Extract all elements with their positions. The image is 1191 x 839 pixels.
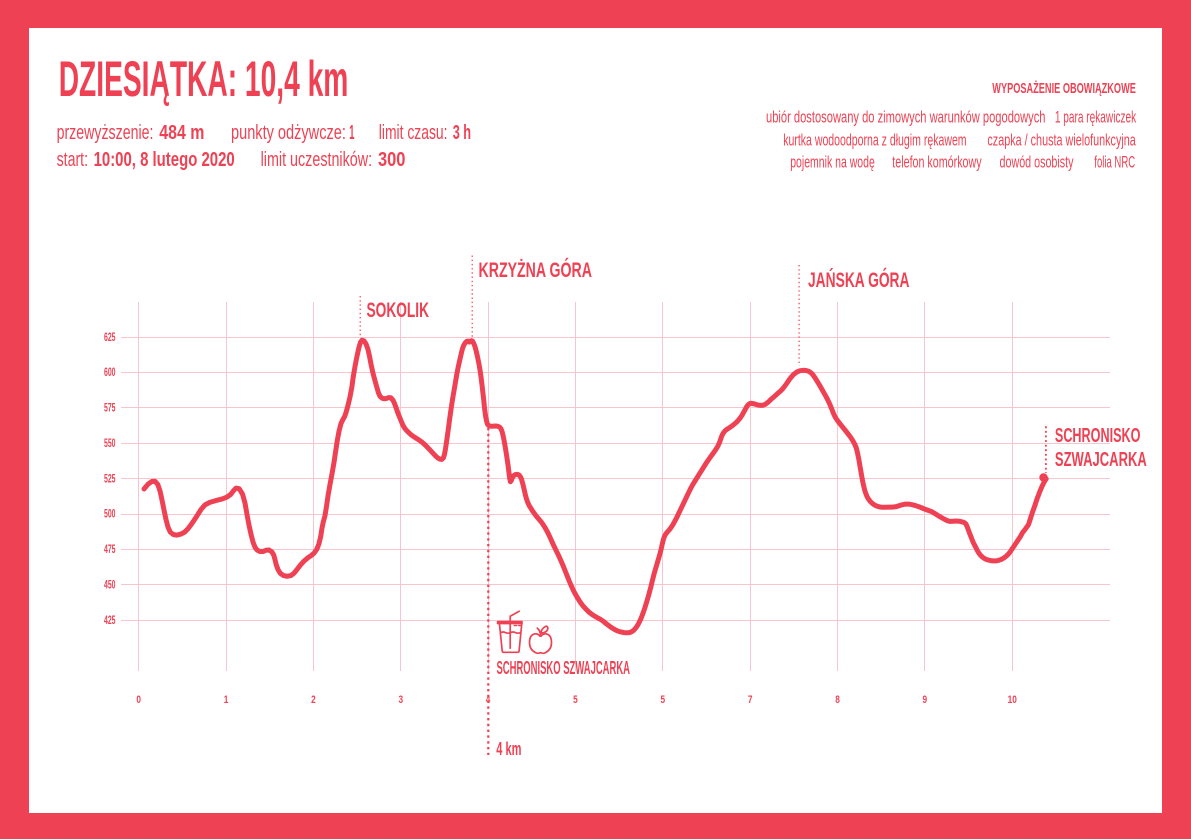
svg-text:start:: start: xyxy=(57,149,88,171)
svg-text:625: 625 xyxy=(104,332,116,344)
svg-text:SOKOLIK: SOKOLIK xyxy=(367,299,430,322)
svg-text:10:00, 8 lutego 2020: 10:00, 8 lutego 2020 xyxy=(94,149,235,171)
svg-text:1 para rękawiczek: 1 para rękawiczek xyxy=(1055,108,1137,127)
svg-text:dowód osobisty: dowód osobisty xyxy=(1000,153,1074,172)
svg-text:limit czasu:: limit czasu: xyxy=(379,122,448,144)
svg-text:0: 0 xyxy=(136,694,141,706)
svg-text:telefon komórkowy: telefon komórkowy xyxy=(892,153,982,172)
svg-text:450: 450 xyxy=(104,579,116,591)
svg-text:8: 8 xyxy=(835,694,840,706)
svg-text:1: 1 xyxy=(349,122,354,144)
svg-text:525: 525 xyxy=(104,473,116,485)
svg-text:2: 2 xyxy=(311,694,316,706)
svg-text:3: 3 xyxy=(398,694,403,706)
svg-text:575: 575 xyxy=(104,403,116,415)
svg-text:4: 4 xyxy=(486,694,491,706)
svg-text:WYPOSAŻENIE OBOWIĄZKOWE: WYPOSAŻENIE OBOWIĄZKOWE xyxy=(992,80,1136,97)
svg-text:600: 600 xyxy=(104,367,116,379)
svg-text:1: 1 xyxy=(224,694,229,706)
svg-text:9: 9 xyxy=(923,694,928,706)
svg-text:ubiór dostosowany do zimowych: ubiór dostosowany do zimowych warunków p… xyxy=(766,108,1046,127)
svg-text:folia NRC: folia NRC xyxy=(1094,153,1135,172)
svg-text:7: 7 xyxy=(748,694,753,706)
svg-text:czapka / chusta wielofunkcyjna: czapka / chusta wielofunkcyjna xyxy=(987,131,1136,150)
svg-text:JAŃSKA GÓRA: JAŃSKA GÓRA xyxy=(808,268,910,292)
svg-text:limit uczestników:: limit uczestników: xyxy=(261,149,373,171)
svg-text:SZWAJCARKA: SZWAJCARKA xyxy=(1055,448,1147,471)
svg-text:DZIESIĄTKA: 10,4 km: DZIESIĄTKA: 10,4 km xyxy=(59,51,349,107)
svg-text:punkty odżywcze:: punkty odżywcze: xyxy=(231,122,346,144)
svg-text:550: 550 xyxy=(104,438,116,450)
svg-text:KRZYŻNA GÓRA: KRZYŻNA GÓRA xyxy=(479,258,593,282)
svg-text:300: 300 xyxy=(378,149,405,171)
svg-text:500: 500 xyxy=(104,509,116,521)
svg-text:484 m: 484 m xyxy=(159,122,204,144)
svg-text:SCHRONISKO SZWAJCARKA: SCHRONISKO SZWAJCARKA xyxy=(497,657,631,678)
svg-text:przewyższenie:: przewyższenie: xyxy=(57,122,154,144)
svg-text:kurtka wodoodporna z długim rę: kurtka wodoodporna z długim rękawem xyxy=(783,131,966,150)
svg-text:SCHRONISKO: SCHRONISKO xyxy=(1055,424,1141,447)
svg-text:425: 425 xyxy=(104,615,116,627)
svg-text:10: 10 xyxy=(1008,694,1017,706)
svg-text:475: 475 xyxy=(104,544,116,556)
svg-text:3 h: 3 h xyxy=(453,122,471,144)
svg-text:pojemnik na wodę: pojemnik na wodę xyxy=(790,153,875,172)
svg-text:5: 5 xyxy=(573,694,578,706)
svg-text:5: 5 xyxy=(661,694,666,706)
svg-text:4 km: 4 km xyxy=(496,738,521,759)
